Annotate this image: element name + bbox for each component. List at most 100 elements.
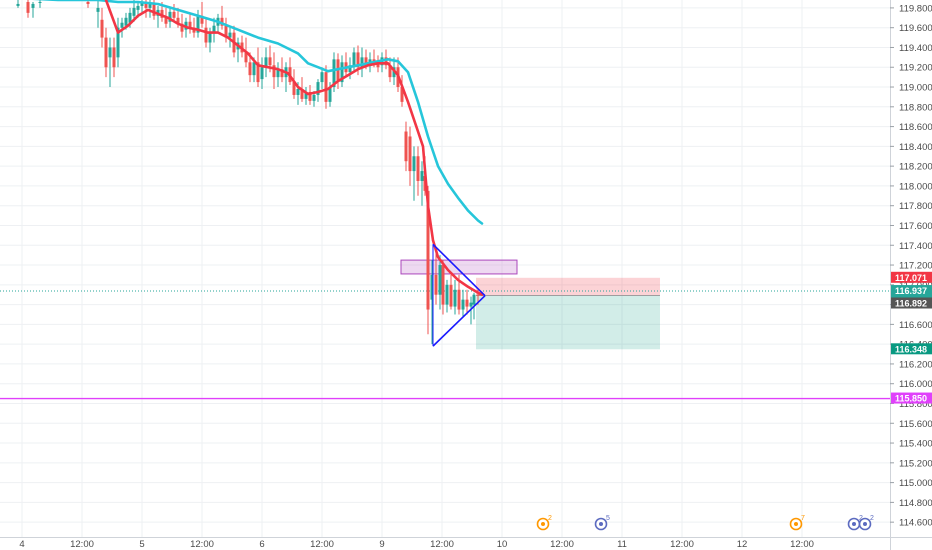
candle-body [132,7,136,16]
candle-body [332,59,336,88]
candle-body [449,284,453,307]
x-tick-label: 11 [617,539,627,550]
candle-body [140,2,144,6]
event-marker-dot [863,522,867,526]
candle-body [328,87,332,102]
candle-body [296,89,300,95]
y-tick-label: 117.800 [899,201,932,212]
candle-body [252,62,256,76]
x-tick-label: 10 [497,539,508,550]
candle-body [244,52,248,63]
candle-body [260,67,264,80]
x-tick-label: 5 [139,539,144,550]
price-label-bg [891,297,932,309]
ema-slow-line [31,0,484,225]
candle-body [472,294,476,305]
price-label-text: 116.937 [895,286,927,296]
candle-body [268,57,272,66]
candle-body [100,19,104,38]
y-tick-label: 115.600 [899,419,932,430]
candle-body [416,156,420,181]
candle-body [430,274,434,300]
price-label-text: 116.348 [895,344,927,354]
event-marker-count: 2 [859,515,863,522]
price-label: 116.348 [891,343,932,355]
x-tick-label: 12:00 [190,539,214,550]
price-label-bg [891,271,932,283]
y-tick-label: 116.000 [899,379,932,390]
price-label: 115.850 [891,392,932,404]
x-tick-label: 12:00 [430,539,454,550]
y-tick-label: 115.200 [899,458,932,469]
event-marker-dot [599,522,603,526]
candle-body [112,47,116,68]
y-tick-label: 119.400 [899,43,932,54]
candle-body [96,7,100,12]
candle-body [280,69,284,78]
candle-body [136,5,140,10]
candle-body [438,265,442,295]
candle-body [38,1,42,3]
candle-body [384,57,388,66]
candle-body [400,87,404,102]
candle-body [196,15,200,33]
candle-body [336,59,340,83]
event-marker-dot [794,522,798,526]
candle-body [124,17,128,26]
candle-body [148,3,152,8]
price-label-bg [891,343,932,355]
candle-body [408,136,412,172]
candle-body [348,65,352,73]
price-label: 117.071 [891,271,932,283]
y-tick-label: 118.200 [899,162,932,173]
event-marker-dot [541,522,545,526]
triangle-upper-line [432,243,486,297]
candle-body [208,32,212,43]
candle-body [352,52,356,66]
candle-body [26,1,30,13]
candle-body [457,289,461,310]
candle-body [469,302,473,307]
candle-body [31,3,35,8]
event-marker-count: 2 [548,515,552,522]
x-tick-label: 6 [259,539,264,550]
candle-body [308,91,312,101]
price-label: 116.892 [891,297,932,309]
price-label-bg [891,285,932,297]
candle-body [453,289,457,307]
candle-body [300,89,304,99]
candle-body [176,17,180,24]
y-tick-label: 118.000 [899,181,932,192]
price-label-text: 116.892 [895,298,927,308]
candle-body [180,23,184,32]
candle-body [376,62,380,68]
candle-body [356,52,360,68]
candle-body [256,62,260,83]
candle-body [264,57,268,68]
y-tick-label: 118.400 [899,142,932,153]
candle-body [116,27,120,58]
candle-body [224,25,228,38]
candle-body [188,21,192,28]
event-marker-count: 2 [870,515,874,522]
y-tick-label: 115.000 [899,478,932,489]
event-marker-dot [852,522,856,526]
x-tick-label: 4 [19,539,24,550]
candle-body [200,15,204,24]
take-profit-zone [476,295,660,350]
candle-body [152,3,156,16]
candle-body [360,57,364,68]
y-tick-label: 118.600 [899,122,932,133]
candle-body [86,1,90,4]
candle-body [420,171,424,181]
candle-body [316,82,320,95]
x-tick-label: 12:00 [790,539,814,550]
y-tick-label: 115.400 [899,439,932,450]
price-label: 116.937 [891,285,932,297]
x-tick-label: 9 [379,539,384,550]
candle-body [164,17,168,24]
candle-body [340,62,344,83]
candle-body [404,131,408,162]
y-tick-label: 119.000 [899,83,932,94]
